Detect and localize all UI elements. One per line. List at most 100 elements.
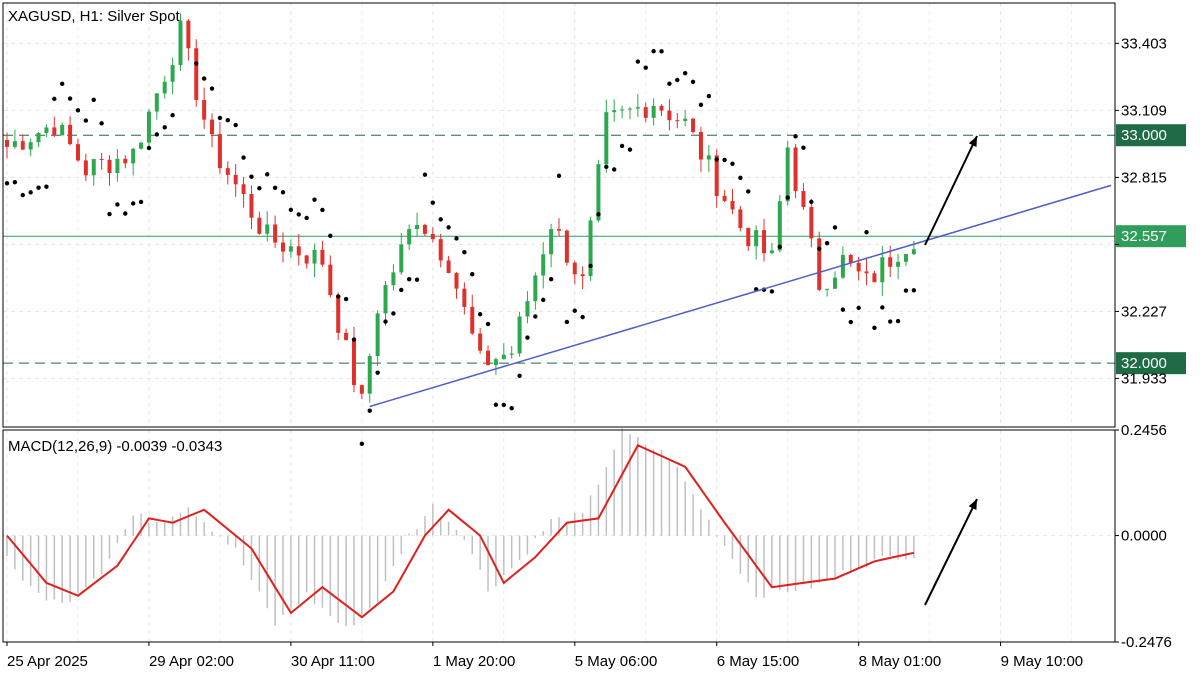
candle-body — [470, 306, 475, 334]
sar-dot — [249, 174, 254, 179]
macd-title: MACD(12,26,9) -0.0039 -0.0343 — [8, 438, 222, 455]
candle-body — [186, 20, 191, 49]
candle-body — [5, 140, 9, 147]
sar-dot — [383, 319, 388, 324]
annotation-arrow-shaft — [924, 135, 978, 246]
candle-body — [320, 249, 325, 265]
candle-body — [493, 359, 498, 366]
candle-body — [233, 174, 238, 185]
sar-dot — [533, 314, 538, 319]
sar-dot — [328, 233, 333, 239]
candle-body — [478, 333, 483, 351]
candle-body — [659, 105, 664, 111]
sar-dot — [612, 167, 617, 172]
candle-body — [549, 229, 554, 255]
sar-dot — [690, 79, 696, 85]
support-trendline — [369, 184, 1112, 408]
candle-body — [438, 239, 443, 261]
sar-dot — [856, 305, 861, 311]
candle-body — [856, 262, 861, 272]
candle-body — [714, 155, 719, 196]
y-tick-label: 33.109 — [1121, 102, 1167, 119]
candle-body — [620, 109, 625, 111]
sar-dot — [28, 190, 33, 195]
sar-dot — [304, 215, 309, 221]
sar-dot — [801, 145, 806, 150]
candle-body — [817, 238, 822, 290]
sar-dot — [675, 77, 680, 83]
candle-body — [139, 142, 144, 149]
sar-dot — [722, 157, 727, 163]
sar-dot — [493, 402, 499, 407]
candle-body — [785, 147, 790, 202]
candle-body — [651, 105, 656, 118]
sar-dot — [123, 211, 128, 216]
candle-body — [486, 350, 491, 366]
sar-dot — [359, 441, 365, 447]
sar-dot — [375, 370, 380, 375]
candle-body — [675, 120, 680, 122]
sar-dot — [651, 48, 656, 54]
candle-body — [107, 159, 112, 174]
macd-panel — [6, 428, 915, 627]
sar-dot — [517, 373, 522, 378]
candle-body — [604, 112, 609, 165]
candle-body — [541, 254, 546, 276]
sar-dot — [746, 189, 751, 194]
candle-body — [273, 224, 278, 243]
candle-body — [762, 230, 767, 254]
candle-body — [225, 168, 230, 175]
x-tick-label: 29 Apr 02:00 — [149, 653, 234, 670]
sar-dot — [470, 272, 475, 277]
sar-dot — [824, 241, 830, 246]
candle-body — [328, 264, 333, 296]
sar-dot — [67, 96, 73, 101]
candle-body — [407, 229, 412, 245]
candle-body — [738, 209, 743, 229]
sar-dot — [446, 225, 451, 230]
sar-dot — [817, 246, 822, 251]
sar-dot — [738, 175, 743, 181]
sar-dot — [785, 195, 790, 200]
sar-dot — [422, 172, 428, 177]
sar-dot — [312, 197, 317, 202]
candle-body — [281, 242, 285, 252]
candle-body — [12, 141, 17, 147]
candle-body — [896, 261, 901, 267]
candle-body — [911, 249, 916, 255]
candle-body — [99, 159, 104, 161]
candle-body — [170, 65, 175, 82]
candle-body — [210, 119, 215, 135]
y-tick-label: 33.403 — [1121, 35, 1167, 52]
sar-dot — [399, 287, 404, 293]
candle-body — [501, 354, 506, 360]
sar-dot — [241, 155, 246, 160]
sar-dot — [809, 199, 814, 205]
candle-body — [123, 158, 128, 164]
x-tick-label: 25 Apr 2025 — [7, 653, 88, 670]
candle-body — [462, 288, 467, 307]
candle-body — [75, 144, 80, 161]
sar-dot — [485, 321, 491, 327]
candle-body — [359, 385, 364, 394]
sar-dot — [698, 102, 704, 107]
candle-body — [375, 313, 380, 356]
candle-body — [698, 131, 703, 160]
candle-body — [643, 107, 648, 118]
sar-dot — [438, 217, 443, 222]
candle-body — [840, 254, 845, 278]
sar-dot — [588, 263, 593, 269]
sar-dot — [162, 125, 167, 130]
candle-body — [202, 99, 207, 120]
sar-dot — [509, 405, 514, 411]
x-tick-label: 9 May 10:00 — [1001, 653, 1084, 670]
candle-body — [131, 148, 136, 164]
sar-dot — [864, 230, 869, 235]
candle-body — [415, 224, 420, 230]
candle-body — [722, 195, 727, 201]
candle-body — [336, 295, 341, 333]
annotation-arrowhead — [968, 136, 977, 147]
sar-dot — [643, 65, 648, 70]
sar-dot — [880, 305, 885, 310]
